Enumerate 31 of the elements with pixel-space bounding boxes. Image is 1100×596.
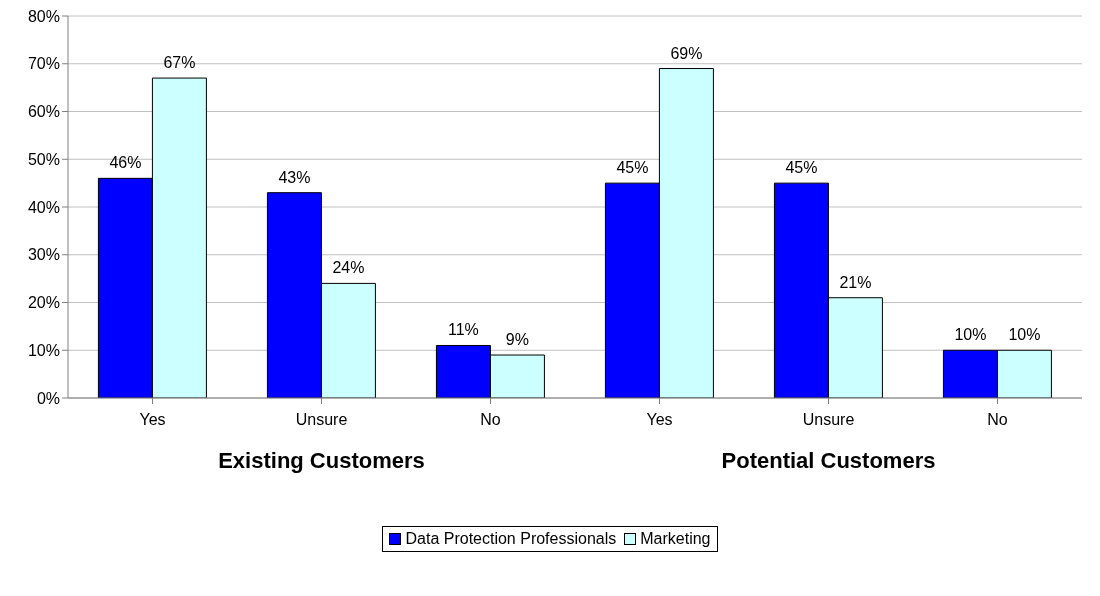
x-tick-label: Unsure (802, 411, 855, 429)
y-tick-label: 70% (27, 55, 60, 73)
x-tick-label: Yes (139, 411, 166, 429)
y-tick-label: 0% (36, 389, 60, 407)
data-label: 24% (332, 259, 365, 277)
y-tick-label: 20% (27, 294, 60, 312)
y-tick-label: 10% (27, 341, 60, 359)
data-label: 9% (505, 331, 529, 349)
legend-label: Marketing (639, 530, 711, 548)
data-label: 69% (670, 44, 703, 62)
data-label: 67% (163, 54, 196, 72)
y-tick-label: 60% (27, 103, 60, 121)
x-tick-label: Yes (646, 411, 673, 429)
x-tick-label: No (987, 411, 1008, 429)
data-label: 10% (1008, 326, 1041, 344)
x-tick-label: No (480, 411, 501, 429)
data-label: 11% (448, 321, 479, 339)
data-label: 21% (839, 273, 872, 291)
text: Existing Customers (217, 448, 426, 474)
x-tick-label: Unsure (295, 411, 348, 429)
data-label: 46% (109, 154, 142, 172)
data-label: 43% (278, 168, 311, 186)
data-label: 45% (785, 159, 818, 177)
y-tick-label: 50% (27, 150, 60, 168)
y-tick-label: 30% (27, 246, 60, 264)
text: Potential Customers (720, 448, 937, 474)
data-label: 10% (954, 326, 987, 344)
y-tick-label: 80% (27, 7, 60, 25)
legend-label: Data Protection Professionals (404, 530, 617, 548)
data-label: 45% (616, 159, 649, 177)
y-tick-label: 40% (27, 198, 60, 216)
